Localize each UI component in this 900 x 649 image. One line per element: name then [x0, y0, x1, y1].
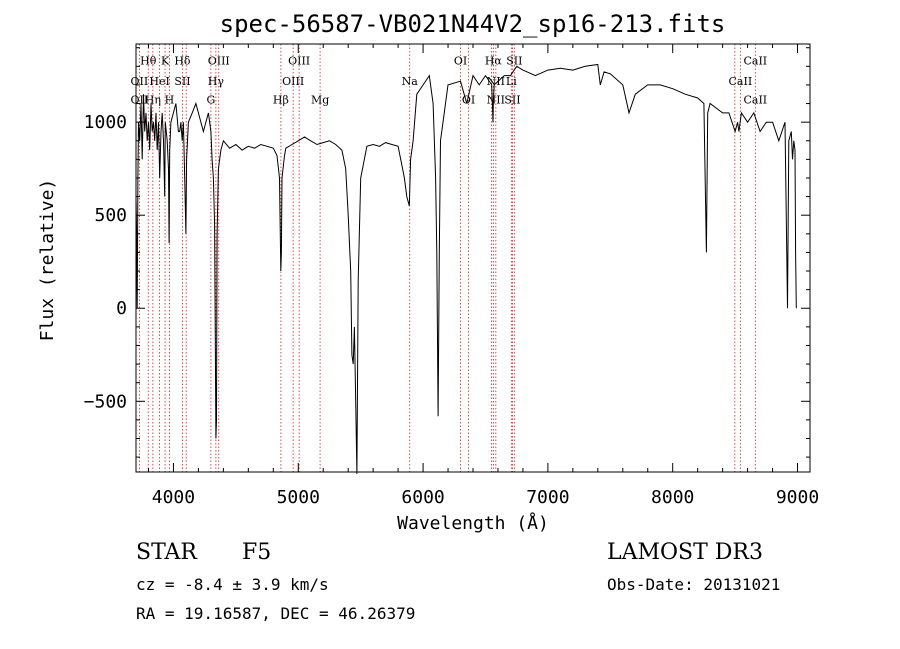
spectral-line-label: G — [206, 94, 215, 107]
spectral-line-label: K — [161, 54, 170, 67]
x-tick-label: 5000 — [277, 487, 320, 508]
spectral-line-label: Hδ — [174, 54, 191, 67]
spectral-line-label: HeI — [149, 75, 169, 88]
y-tick-label: 500 — [94, 205, 127, 226]
spectral-line-label: Na — [402, 75, 419, 88]
spectral-line-label: OIII — [282, 75, 304, 88]
object-class: STAR — [136, 540, 197, 565]
spectral-line-label: SII — [174, 75, 190, 88]
spectral-line-label: Hη — [145, 94, 161, 107]
y-axis-label: Flux (relative) — [37, 179, 58, 342]
spectral-line-label: CaII — [729, 75, 753, 88]
y-tick-label: 0 — [116, 298, 127, 319]
x-tick-label: 6000 — [401, 487, 444, 508]
x-tick-label: 4000 — [152, 487, 195, 508]
x-axis-ticks: 4000 5000 6000 7000 8000 9000 — [147, 44, 819, 508]
chart-title: spec-56587-VB021N44V2_sp16-213.fits — [219, 10, 726, 38]
sky-coordinates: RA = 19.16587, DEC = 46.26379 — [136, 604, 416, 623]
emission-line-markers — [138, 44, 756, 472]
spectral-line-label: SII — [506, 54, 522, 67]
spectral-line-label: Hα — [485, 54, 503, 67]
spectral-line-label: OIII — [208, 54, 230, 67]
x-axis-label: Wavelength (Å) — [397, 512, 549, 534]
spectral-line-label: NII — [487, 94, 505, 107]
redshift-velocity: cz = -8.4 ± 3.9 km/s — [136, 575, 329, 594]
spectral-line-label: Li — [506, 75, 517, 88]
spectral-line-label: Hβ — [273, 94, 289, 107]
x-tick-label: 8000 — [651, 487, 694, 508]
spectral-line-label: OIII — [288, 54, 310, 67]
spectral-line-label: SII — [504, 94, 520, 107]
spectral-line-label: Hθ — [140, 54, 157, 67]
spectral-line-label: OI — [454, 54, 467, 67]
object-subclass: F5 — [242, 540, 272, 565]
spectrum-series-line — [135, 63, 797, 474]
observation-date: Obs-Date: 20131021 — [607, 575, 781, 594]
spectral-line-label: CaII — [743, 54, 767, 67]
y-tick-label: −500 — [84, 391, 127, 412]
spectral-line-label: Mg — [311, 94, 329, 107]
y-axis-ticks: −500 0 500 1000 — [84, 47, 810, 458]
spectral-line-label: Hγ — [208, 75, 225, 88]
y-tick-label: 1000 — [84, 112, 127, 133]
spectral-line-label: OII — [131, 75, 149, 88]
survey-name: LAMOST DR3 — [607, 540, 763, 565]
spectral-line-label: CaII — [743, 94, 767, 107]
x-tick-label: 7000 — [526, 487, 569, 508]
spectral-line-label: H — [165, 94, 175, 107]
x-tick-label: 9000 — [776, 487, 819, 508]
